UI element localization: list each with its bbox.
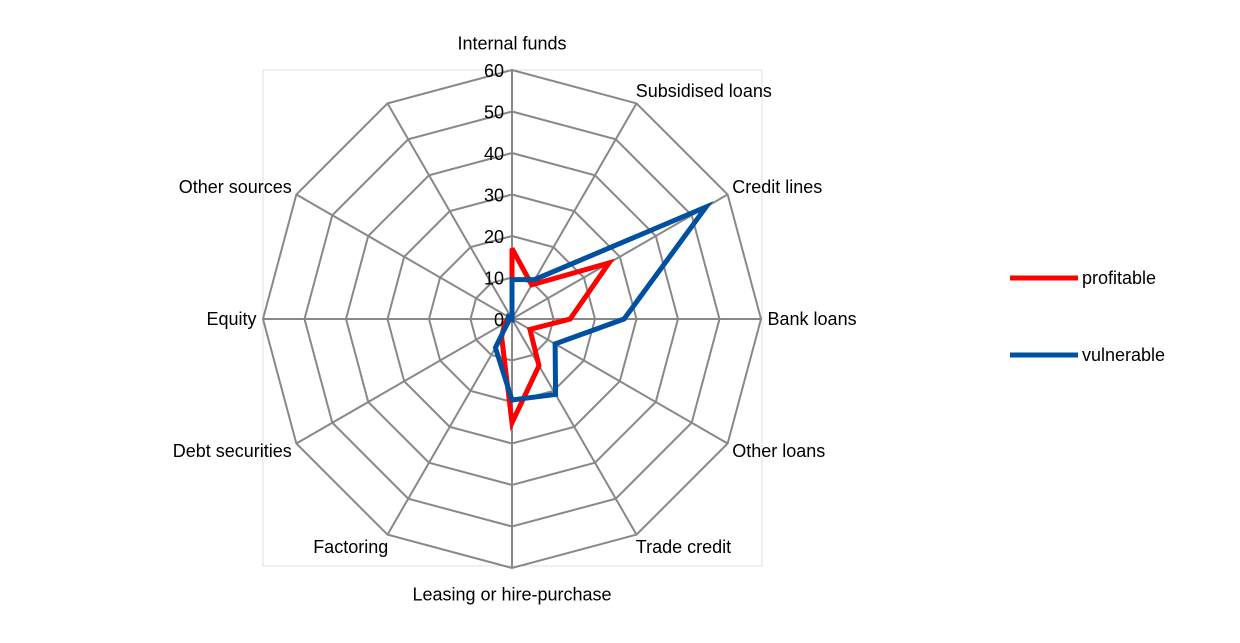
tick-label: 40 <box>484 144 504 164</box>
series-vulnerable <box>492 201 714 403</box>
category-label: Other sources <box>179 177 292 197</box>
category-label: Leasing or hire-purchase <box>412 585 611 605</box>
category-label: Trade credit <box>636 537 731 557</box>
tick-label: 60 <box>484 61 504 81</box>
axis-spoke <box>386 102 513 320</box>
category-label: Equity <box>206 309 256 329</box>
axis-spoke <box>511 318 638 536</box>
category-label: Factoring <box>313 537 388 557</box>
tick-label: 10 <box>484 269 504 289</box>
axis-spoke <box>295 193 513 320</box>
axis-spoke <box>386 318 513 536</box>
category-label: Subsidised loans <box>636 81 772 101</box>
tick-label: 30 <box>484 186 504 206</box>
category-label: Debt securities <box>173 441 292 461</box>
category-label: Internal funds <box>457 33 566 53</box>
category-label: Credit lines <box>732 177 822 197</box>
axis-spoke <box>511 318 729 445</box>
category-label: Bank loans <box>768 309 857 329</box>
tick-label: 50 <box>484 103 504 123</box>
tick-label: 20 <box>484 227 504 247</box>
axis-spoke <box>295 318 513 445</box>
legend-label-profitable: profitable <box>1082 268 1156 288</box>
tick-label: 0 <box>494 310 504 330</box>
legend-label-vulnerable: vulnerable <box>1082 345 1165 365</box>
category-label: Other loans <box>732 441 825 461</box>
